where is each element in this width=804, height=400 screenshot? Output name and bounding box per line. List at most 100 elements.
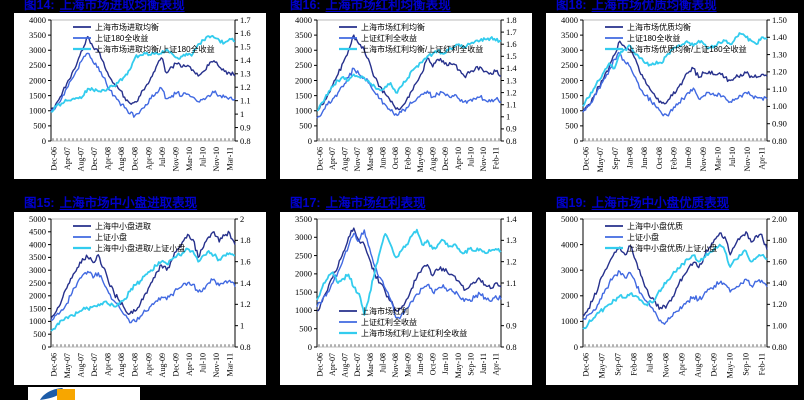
left-tick-label: 1000 <box>295 106 312 116</box>
x-axis-label: Jul-08 <box>378 353 387 373</box>
chart-panel: 5000 4000 3000 2000 1000 0 2.00 1.80 1.60 1.40 1.2… <box>546 212 798 385</box>
right-tick-label: 1.6 <box>240 28 251 38</box>
legend-label: 上海市场红利均衡 <box>361 22 425 32</box>
chart-title: 图16: 上海市场红利均衡表现 <box>280 0 532 12</box>
left-tick-label: 2500 <box>29 60 46 70</box>
chart-canvas: 5000 4000 3000 2000 1000 0 2.00 1.80 1.60 1.40 1.2… <box>561 214 787 379</box>
figure-label: 图18: <box>556 0 587 12</box>
left-tick-label: 2500 <box>561 60 578 70</box>
left-tick-label: 0 <box>42 342 46 352</box>
x-axis-label: Aug-07 <box>77 353 86 377</box>
x-axis-label: Mar-11 <box>226 353 235 377</box>
legend-label: 上海市场优质均衡/上证180全收益 <box>627 44 747 54</box>
x-axis-label: Apr-09 <box>678 353 687 376</box>
x-axis-label: Aug-08 <box>117 147 126 171</box>
series-line-cyan <box>316 228 502 316</box>
right-tick-label: 1.4 <box>240 278 251 288</box>
chart-cell-14: 图14: 上海市场进取均衡表现 4000 3500 3000 2500 2000 1500 10… <box>14 0 266 179</box>
x-axis-label: Dec-09 <box>171 353 180 377</box>
series-line-blue <box>316 229 502 320</box>
x-axis-label: May-07 <box>63 353 72 378</box>
x-axis-label: Apr-10 <box>454 147 463 170</box>
x-axis-label: Dec-07 <box>353 353 362 377</box>
right-tick-label: 1.1 <box>506 278 517 288</box>
figure-label: 图19: <box>556 196 587 210</box>
x-axis-label: Aug-09 <box>694 353 703 377</box>
x-axis-label: Mar-08 <box>366 147 375 171</box>
legend-label: 上证小盘 <box>627 232 659 242</box>
x-axis-label: Jun-09 <box>684 147 693 169</box>
x-axis-label: Jul-10 <box>728 147 737 167</box>
left-tick-label: 4000 <box>29 15 46 25</box>
chart-title: 图19: 上海市场中小盘优质表现 <box>546 196 798 210</box>
x-axis-label: Mar-10 <box>714 147 723 171</box>
chart-title: 图17: 上海市场红利表现 <box>280 196 532 210</box>
x-axis-label: Feb-09 <box>404 147 413 170</box>
right-tick-label: 1.8 <box>506 15 517 25</box>
x-axis-label: Apr-09 <box>144 147 153 170</box>
left-tick-label: 4000 <box>29 239 46 249</box>
left-tick-label: 1000 <box>561 106 578 116</box>
logo-graphic <box>40 388 75 400</box>
legend-label: 上海中小盘优质 <box>627 221 683 231</box>
x-axis-label: Apr-10 <box>185 353 194 376</box>
left-tick-label: 1000 <box>29 106 46 116</box>
right-tick-label: 1.00 <box>772 101 787 111</box>
x-axis-label: Aug-07 <box>341 147 350 171</box>
series-line-cyan <box>582 243 768 330</box>
left-tick-label: 3500 <box>29 30 46 40</box>
left-tick-label: 1500 <box>29 303 46 313</box>
right-tick-label: 0.8 <box>506 136 517 146</box>
right-tick-label: 1.2 <box>506 87 517 97</box>
left-tick-label: 3500 <box>295 214 312 224</box>
right-tick-label: 1.1 <box>240 95 251 105</box>
x-axis-label: Feb-11 <box>492 147 501 169</box>
x-axis-label: Apr-07 <box>63 147 72 170</box>
left-tick-label: 3000 <box>561 265 578 275</box>
x-axis-label: Nov-08 <box>662 353 671 377</box>
series-line-blue <box>50 52 236 118</box>
series-line-blue <box>582 270 768 325</box>
left-tick-label: 0 <box>308 342 312 352</box>
series-line-navy <box>316 34 502 112</box>
x-axis-label: Dec-06 <box>582 353 591 377</box>
x-axis-label: May-10 <box>726 353 735 378</box>
x-axis-label: Mar-08 <box>366 353 375 377</box>
left-tick-label: 3000 <box>561 45 578 55</box>
right-tick-label: 0.80 <box>772 342 787 352</box>
left-tick-label: 2500 <box>295 60 312 70</box>
right-tick-label: 1.6 <box>506 39 517 49</box>
legend-label: 上海市场红利/上证红利全收益 <box>361 328 467 338</box>
left-tick-label: 500 <box>565 121 578 131</box>
legend-label: 上海中小盘优质/上证小盘 <box>627 243 717 253</box>
series-line-cyan <box>50 247 236 332</box>
left-tick-label: 2000 <box>29 291 46 301</box>
x-axis-label: Dec-06 <box>582 147 591 171</box>
x-axis-label: Aug-09 <box>429 147 438 171</box>
x-axis-label: Mar-09 <box>404 353 413 377</box>
legend-label: 上海中小盘进取 <box>95 221 151 231</box>
x-axis-label: Jun-08 <box>640 147 649 169</box>
x-axis-label: Apr-07 <box>328 147 337 170</box>
x-axis-label: Mar-10 <box>185 147 194 171</box>
left-tick-label: 1500 <box>561 90 578 100</box>
right-tick-label: 0.9 <box>240 122 251 132</box>
right-tick-label: 1.40 <box>772 278 787 288</box>
left-tick-label: 500 <box>33 329 46 339</box>
right-tick-label: 1.60 <box>772 256 787 266</box>
right-tick-label: 1.4 <box>506 63 517 73</box>
x-axis-label: Nov-09 <box>171 147 180 171</box>
figure-label: 图15: <box>24 196 55 210</box>
series-line-blue <box>51 270 236 324</box>
x-axis-label: Oct-08 <box>391 147 400 169</box>
x-axis-label: Dec-07 <box>90 353 99 377</box>
right-tick-label: 1.7 <box>506 27 517 37</box>
legend-label: 上海市场优质均衡 <box>627 22 691 32</box>
chart-title: 图15: 上海市场中小盘进取表现 <box>14 196 266 210</box>
x-axis-label: Oct-08 <box>655 147 664 169</box>
legend-label: 上海市场红利 <box>361 306 409 316</box>
